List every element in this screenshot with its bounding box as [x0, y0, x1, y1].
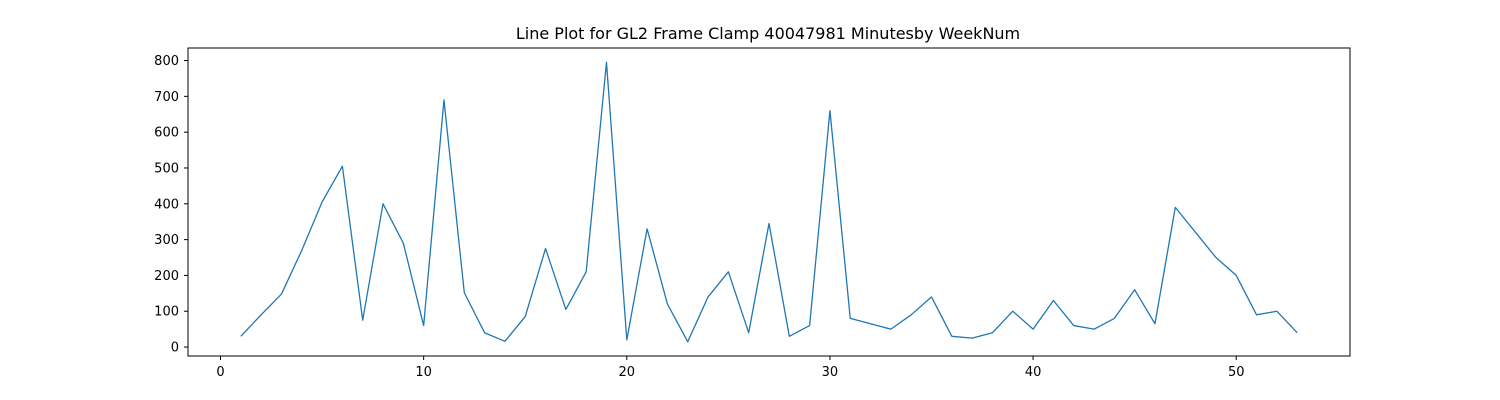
series-line-0: [240, 61, 1298, 343]
x-tick-label: 50: [1228, 365, 1245, 380]
x-tick-label: 40: [1025, 365, 1042, 380]
x-tick-label: 20: [619, 365, 636, 380]
y-tick-label: 800: [154, 54, 179, 69]
y-tick-label: 300: [154, 233, 179, 248]
x-tick-label: 10: [415, 365, 432, 380]
y-tick-label: 700: [154, 90, 179, 105]
plot-frame: [187, 47, 1351, 357]
x-axis: 0 10 20 30 40 50: [216, 356, 1245, 380]
x-tick-label: 0: [216, 365, 224, 380]
y-tick-label: 200: [154, 269, 179, 284]
x-tick-label: 30: [822, 365, 839, 380]
y-tick-label: 500: [154, 161, 179, 176]
y-tick-label: 0: [171, 341, 179, 356]
y-axis: 0 100 200 300 400 500 600 700 800: [154, 54, 188, 356]
chart-title: Line Plot for GL2 Frame Clamp 40047981 M…: [516, 24, 1020, 43]
plot-area: [240, 61, 1298, 343]
y-tick-label: 100: [154, 305, 179, 320]
y-tick-label: 600: [154, 126, 179, 141]
y-tick-label: 400: [154, 197, 179, 212]
